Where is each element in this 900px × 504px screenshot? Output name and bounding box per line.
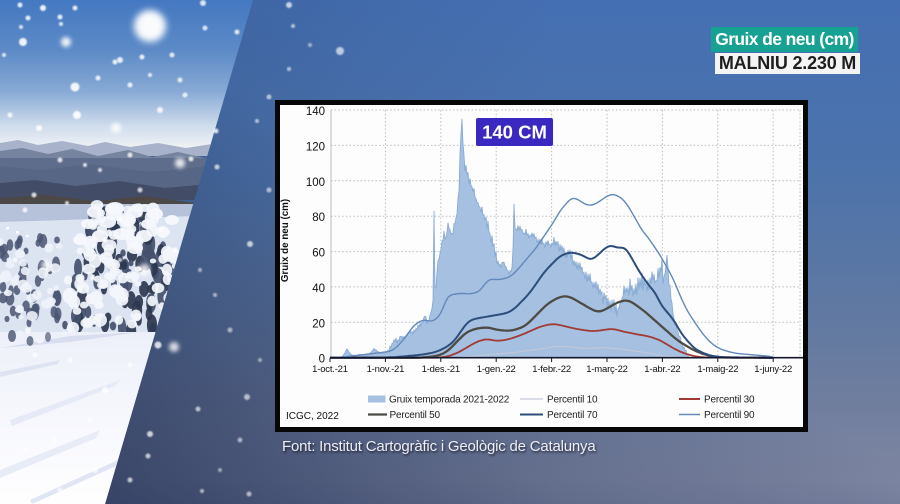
svg-text:1-maig-22: 1-maig-22 <box>697 364 738 375</box>
svg-text:1-gen.-22: 1-gen.-22 <box>477 364 516 375</box>
svg-text:0: 0 <box>319 354 325 366</box>
svg-text:Percentil 70: Percentil 70 <box>547 410 598 421</box>
svg-text:Percentil 50: Percentil 50 <box>390 410 441 421</box>
svg-text:40: 40 <box>312 283 325 295</box>
svg-text:1-nov.-21: 1-nov.-21 <box>367 364 405 375</box>
svg-text:100: 100 <box>306 177 325 189</box>
svg-text:ICGC, 2022: ICGC, 2022 <box>286 411 339 422</box>
svg-text:20: 20 <box>312 318 325 330</box>
svg-text:1-març-22: 1-març-22 <box>586 364 628 375</box>
svg-text:140: 140 <box>306 106 325 118</box>
svg-text:1-juny-22: 1-juny-22 <box>754 364 792 375</box>
svg-text:140 CM: 140 CM <box>482 122 547 143</box>
svg-text:Gruix temporada 2021-2022: Gruix temporada 2021-2022 <box>389 395 510 406</box>
svg-text:Percentil 10: Percentil 10 <box>547 395 598 406</box>
svg-text:1-des.-21: 1-des.-21 <box>422 364 460 375</box>
svg-text:1-abr.-22: 1-abr.-22 <box>644 364 680 375</box>
svg-text:60: 60 <box>312 248 325 260</box>
svg-text:1-oct.-21: 1-oct.-21 <box>312 364 348 375</box>
svg-text:120: 120 <box>306 141 325 153</box>
svg-text:Percentil 30: Percentil 30 <box>704 395 755 406</box>
svg-text:Percentil 90: Percentil 90 <box>704 410 755 421</box>
svg-text:1-febr.-22: 1-febr.-22 <box>532 364 571 375</box>
svg-text:Gruix de neu (cm): Gruix de neu (cm) <box>280 199 291 282</box>
svg-text:80: 80 <box>312 212 325 224</box>
